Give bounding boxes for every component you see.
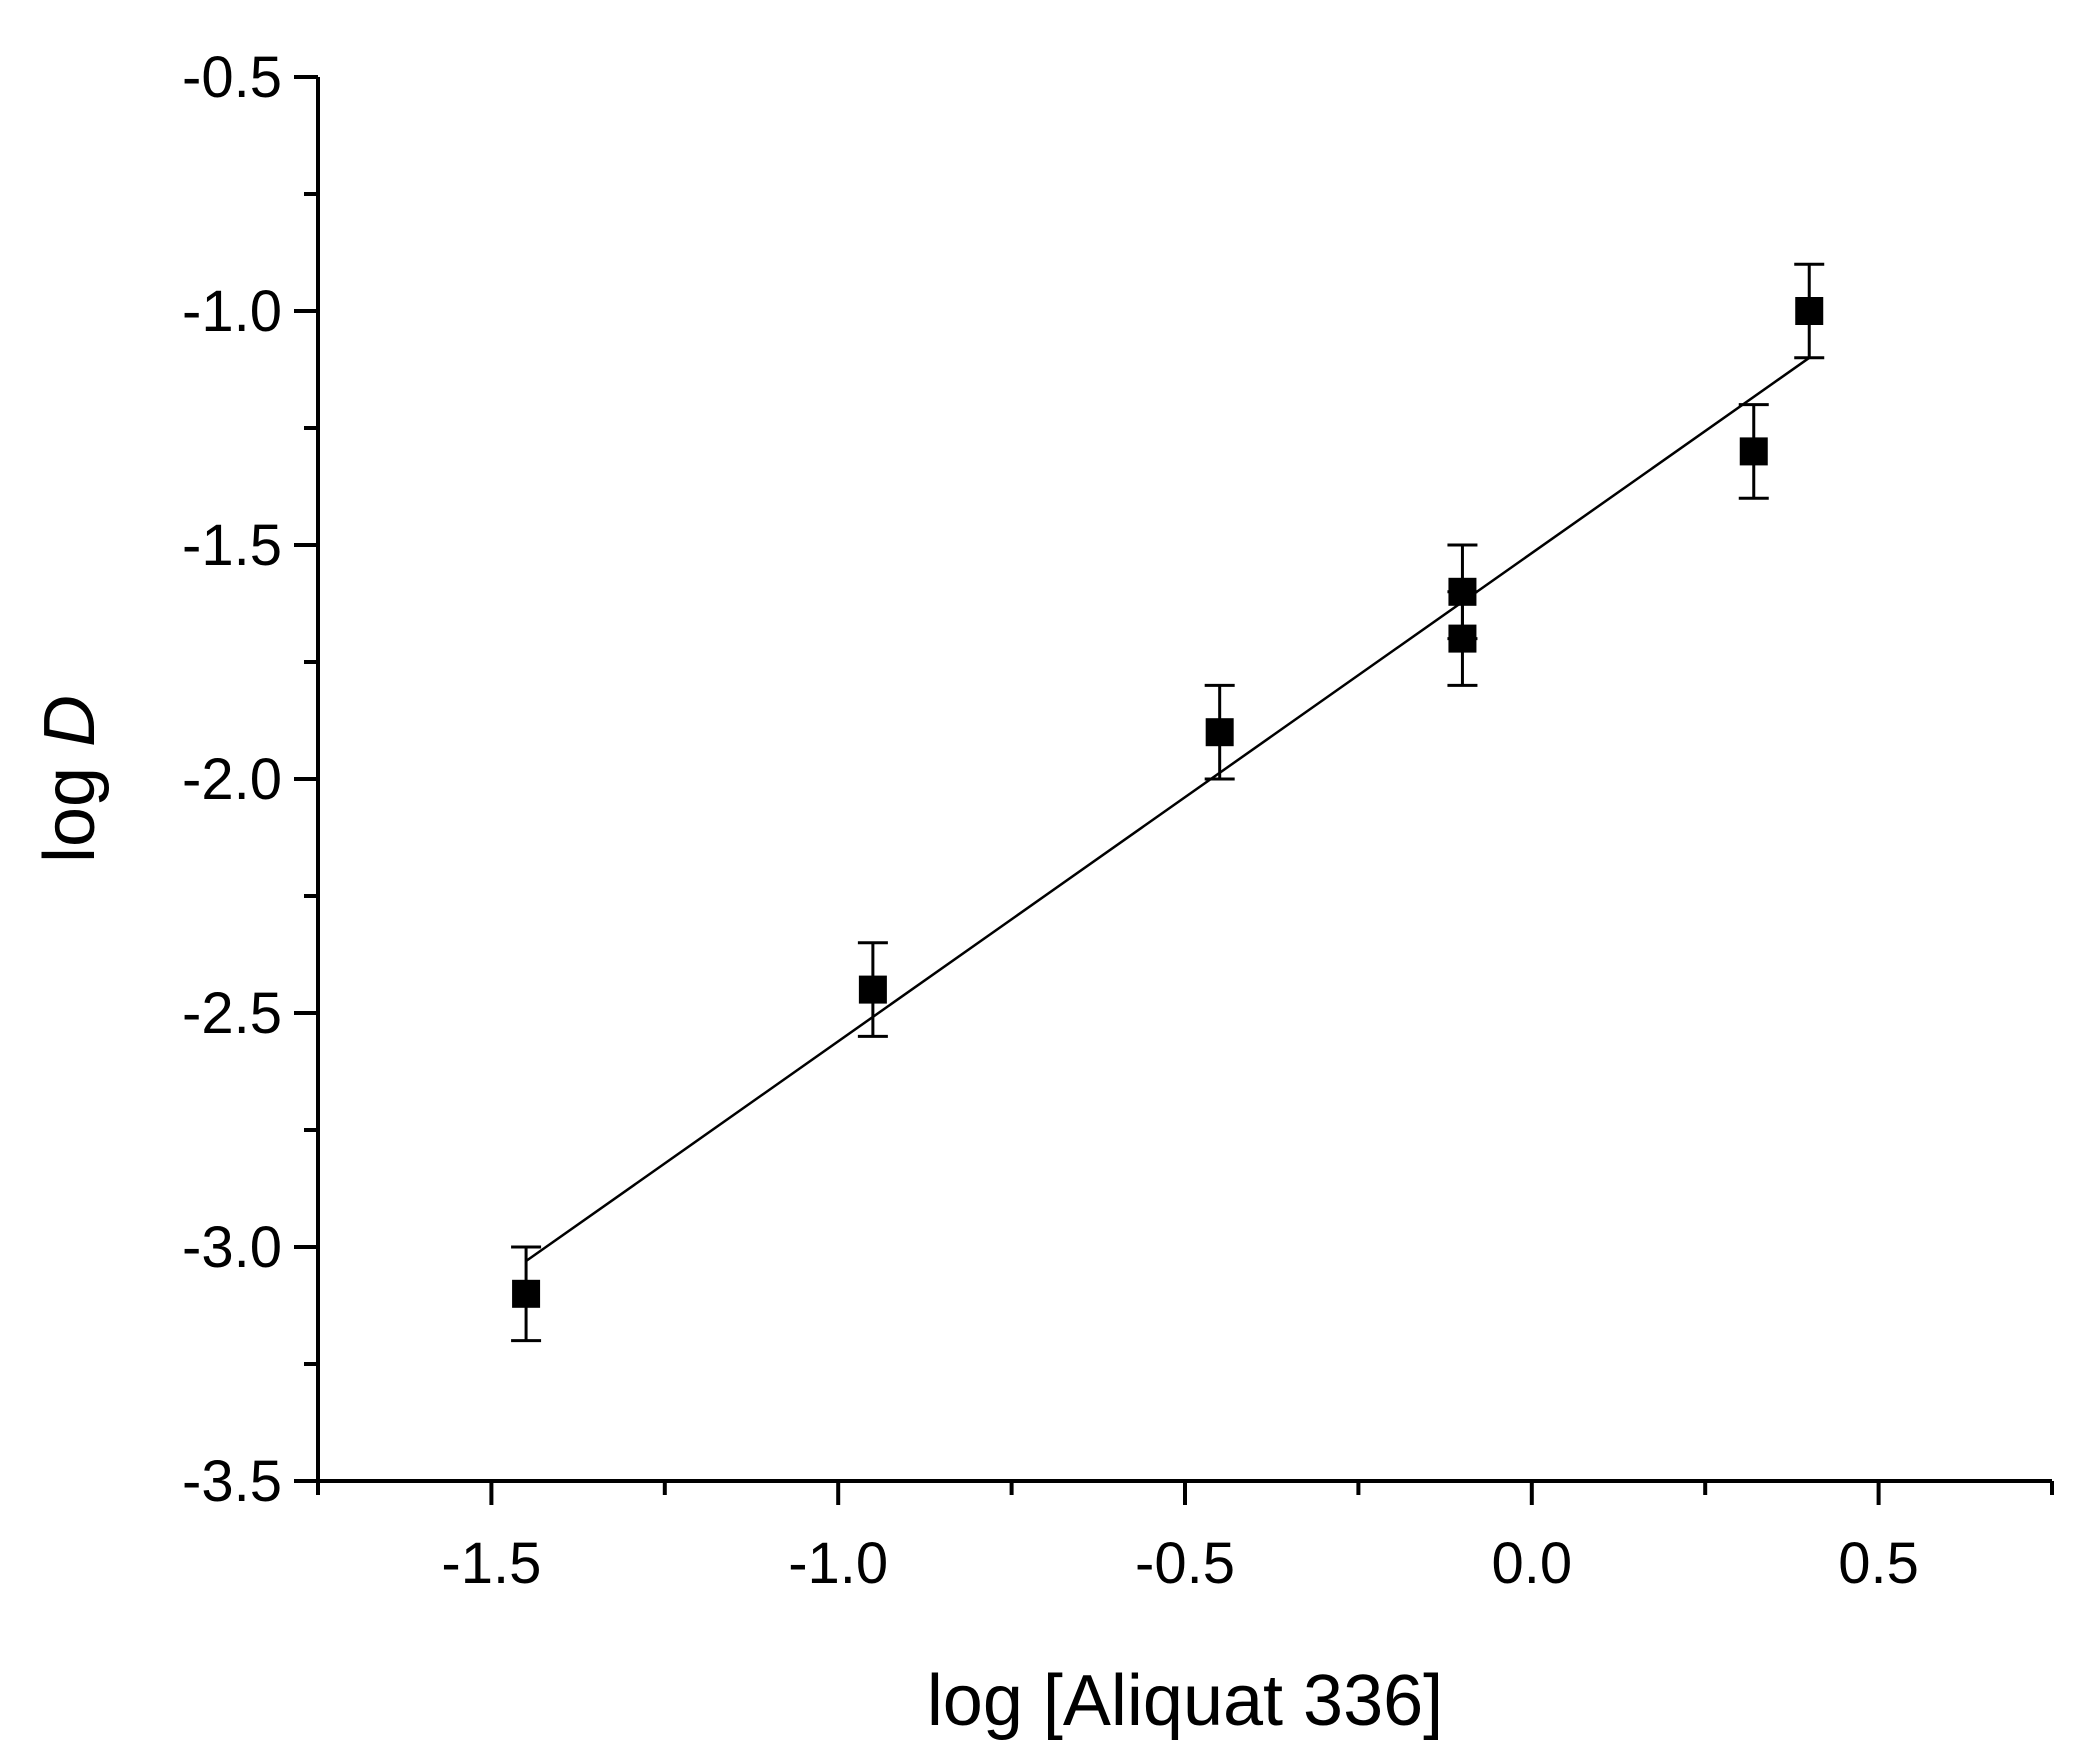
y-axis-label: log D — [30, 695, 110, 863]
data-point-marker — [1739, 437, 1768, 466]
x-tick-label: 0.5 — [1838, 1531, 1919, 1596]
fit-line-group — [525, 356, 1810, 1263]
y-axis-ticks: -3.5 -3.0 -2.5 -2.0 -1.5 -1.0 -0.5 — [182, 45, 318, 1514]
data-point-marker — [858, 975, 887, 1004]
data-point-marker — [1795, 297, 1824, 325]
y-axis-label-variable: D — [30, 695, 110, 747]
y-tick-label: -0.5 — [182, 45, 282, 110]
y-axis-label-prefix: log — [30, 747, 110, 863]
data-point-marker — [1448, 624, 1477, 653]
y-tick-label: -2.5 — [182, 981, 282, 1046]
data-point-marker — [512, 1279, 541, 1308]
y-tick-label: -1.5 — [182, 513, 282, 578]
x-axis-ticks: -1.5 -1.0 -0.5 0.0 0.5 — [316, 1481, 2054, 1596]
data-point-marker — [1205, 718, 1234, 747]
data-points — [511, 262, 1825, 1343]
y-tick-label: -3.0 — [182, 1215, 282, 1280]
y-tick-label: -2.0 — [182, 747, 282, 812]
x-tick-label: -0.5 — [1135, 1531, 1235, 1596]
fit-line — [525, 356, 1810, 1263]
axes — [316, 77, 2052, 1483]
y-tick-label: -3.5 — [182, 1449, 282, 1514]
x-axis-label: log [Aliquat 336] — [927, 1661, 1443, 1741]
x-tick-label: -1.5 — [441, 1531, 541, 1596]
x-tick-label: -1.0 — [788, 1531, 888, 1596]
y-tick-label: -1.0 — [182, 279, 282, 344]
x-tick-label: 0.0 — [1491, 1531, 1572, 1596]
